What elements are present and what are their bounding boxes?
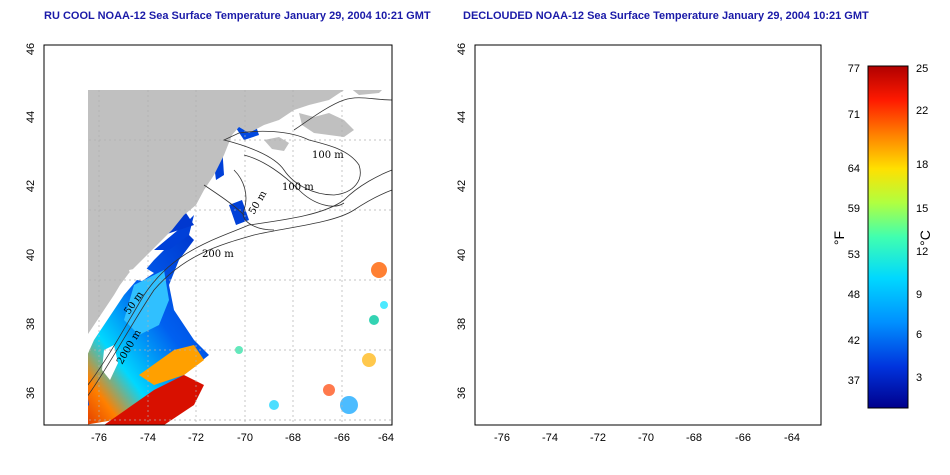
right-lon-tick-66: -66 [735,432,751,444]
fahrenheit-tick-37: 37 [848,375,860,387]
left-lon-tick-70: -70 [237,432,253,444]
colorbar-celsius-ticks: 25 22 18 15 12 9 6 3 [916,63,928,384]
left-map-title: RU COOL NOAA-12 Sea Surface Temperature … [44,10,431,22]
temperature-colorbar: 77 71 64 59 53 48 42 37 25 22 18 15 12 9… [831,63,933,409]
left-lat-tick-44: 44 [25,111,37,123]
left-lat-tick-42: 42 [25,180,37,192]
left-lon-tick-64: -64 [378,432,394,444]
left-lon-tick-72: -72 [188,432,204,444]
left-lon-tick-68: -68 [285,432,301,444]
left-map-panel: 100 m 100 m 50 m 200 m 50 m 2000 m 46 44… [25,43,394,444]
right-map-panel: 100 m 100 m 50 m 200 m 50 m 2000 m 46 44… [456,43,822,444]
right-lon-tick-72: -72 [590,432,606,444]
colorbar-gradient [867,65,909,409]
right-lon-tick-64: -64 [784,432,800,444]
left-lat-tick-36: 36 [25,387,37,399]
celsius-tick-22: 22 [916,105,928,117]
right-lat-tick-42: 42 [456,180,468,192]
celsius-tick-6: 6 [916,329,922,341]
left-lon-tick-76: -76 [91,432,107,444]
left-lat-tick-40: 40 [25,249,37,261]
right-lat-tick-46: 46 [456,43,468,55]
celsius-tick-15: 15 [916,203,928,215]
fahrenheit-tick-48: 48 [848,289,860,301]
left-map-border [43,44,393,426]
right-lon-axis: -76 -74 -72 -70 -68 -66 -64 [494,432,800,444]
fahrenheit-tick-71: 71 [848,109,860,121]
right-lon-tick-70: -70 [638,432,654,444]
celsius-tick-25: 25 [916,63,928,75]
celsius-unit-label: °C [917,230,933,246]
right-lat-tick-38: 38 [456,318,468,330]
right-lat-tick-44: 44 [456,111,468,123]
right-map-frame [475,45,821,425]
right-lat-tick-36: 36 [456,387,468,399]
colorbar-fahrenheit-ticks: 77 71 64 59 53 48 42 37 [848,63,860,387]
left-lon-tick-66: -66 [334,432,350,444]
right-lon-tick-76: -76 [494,432,510,444]
left-contour-label-200m: 200 m [202,249,234,260]
fahrenheit-tick-42: 42 [848,335,860,347]
right-map-border [474,44,822,426]
left-lon-tick-74: -74 [140,432,156,444]
celsius-tick-18: 18 [916,159,928,171]
right-lat-tick-40: 40 [456,249,468,261]
left-lat-axis: 46 44 42 40 38 36 [25,43,37,399]
left-contour-label-100m-b: 100 m [282,182,314,193]
right-map-title: DECLOUDED NOAA-12 Sea Surface Temperatur… [463,10,869,22]
left-lon-axis: -76 -74 -72 -70 -68 -66 -64 [91,432,394,444]
right-lon-tick-68: -68 [686,432,702,444]
celsius-tick-3: 3 [916,372,922,384]
celsius-tick-9: 9 [916,289,922,301]
fahrenheit-tick-64: 64 [848,163,860,175]
fahrenheit-tick-53: 53 [848,249,860,261]
left-contour-label-100m-a: 100 m [312,150,344,161]
left-lat-tick-46: 46 [25,43,37,55]
celsius-tick-12: 12 [916,246,928,258]
fahrenheit-unit-label: °F [831,231,847,245]
left-lat-tick-38: 38 [25,318,37,330]
fahrenheit-tick-77: 77 [848,63,860,75]
right-lon-tick-74: -74 [542,432,558,444]
right-lat-axis: 46 44 42 40 38 36 [456,43,468,399]
fahrenheit-tick-59: 59 [848,203,860,215]
